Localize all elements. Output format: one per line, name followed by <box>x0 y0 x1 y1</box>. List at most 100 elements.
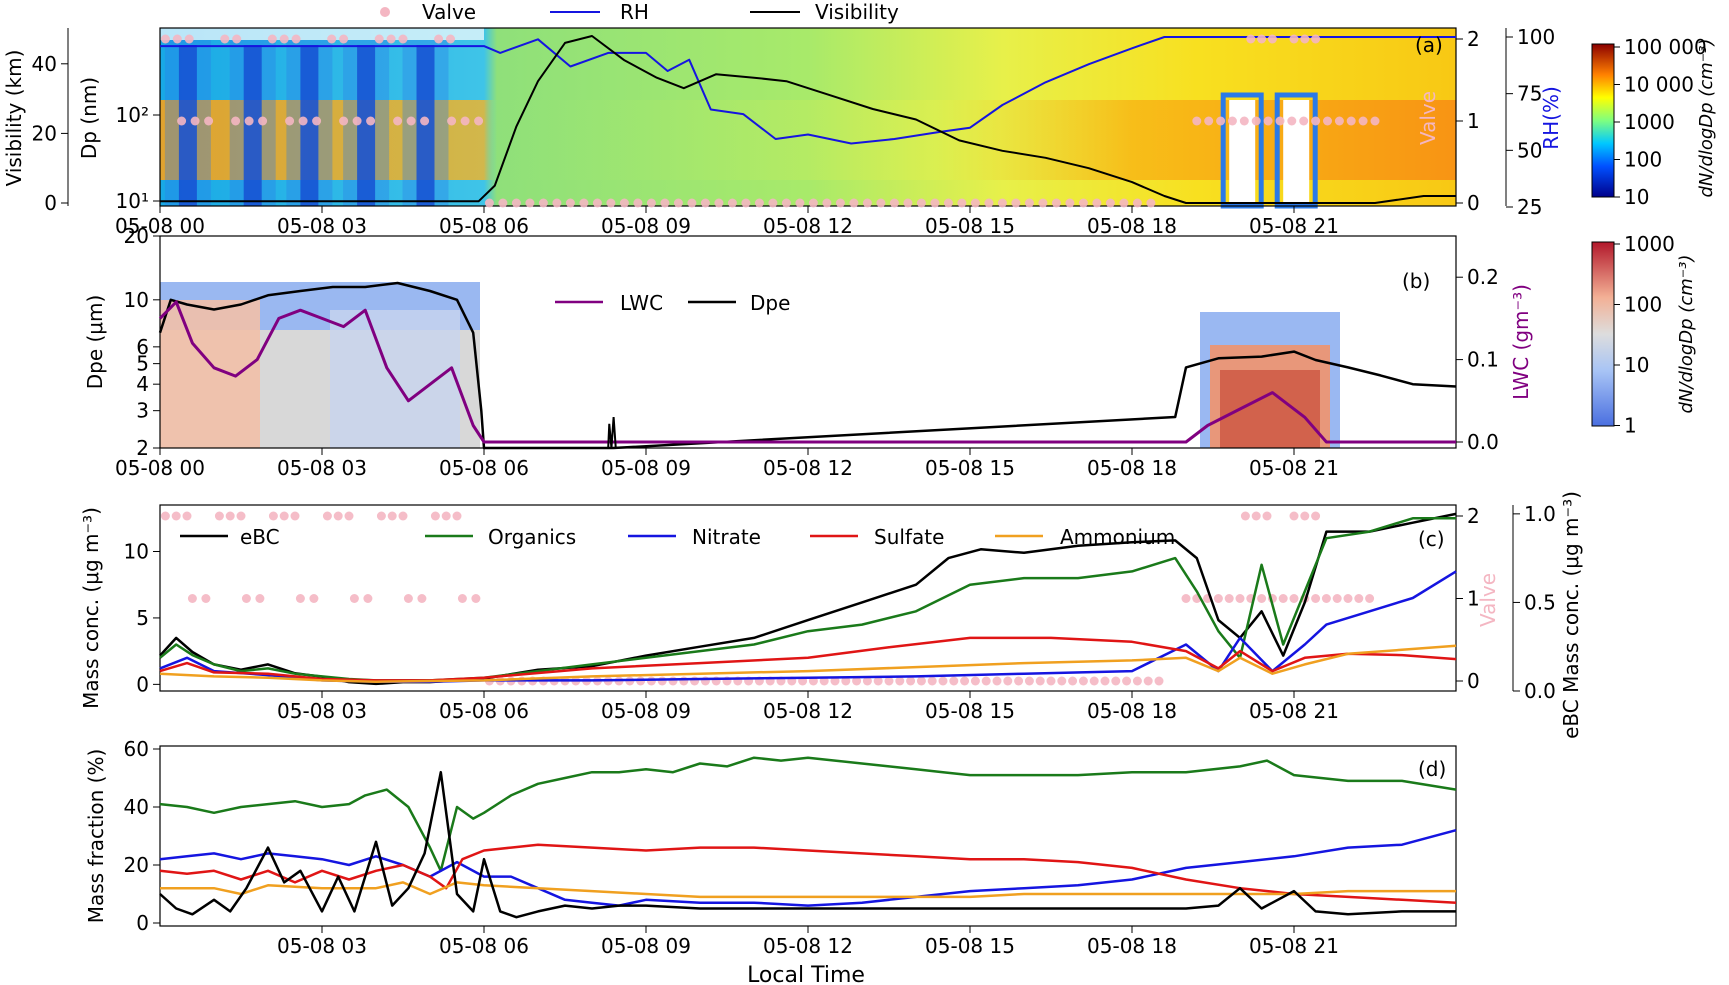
valve-dot <box>430 511 440 521</box>
colorbar-a <box>1591 43 1615 198</box>
y-tick-label: 50 <box>1517 138 1542 162</box>
x-tick-label: 05-08 09 <box>601 699 691 723</box>
x-tick-label: 05-08 12 <box>763 214 853 238</box>
valve-dot <box>386 34 396 44</box>
valve-dot <box>333 511 343 521</box>
valve-dot <box>225 511 235 521</box>
valve-dot <box>970 198 980 208</box>
colorbar-b <box>1591 241 1615 427</box>
valve-dot <box>795 198 805 208</box>
valve-dot <box>1111 676 1121 686</box>
lwc-line <box>158 300 1456 444</box>
valve-dot <box>727 198 737 208</box>
colorbar-tick-label: 100 <box>1624 293 1662 317</box>
ebc-axis-title: eBC Mass conc. (μg m⁻³) <box>1559 491 1583 739</box>
valve-dot <box>1014 676 1024 686</box>
valve-dot <box>349 594 359 603</box>
colorbar-b-ticks: 1000 100 10 1 <box>1614 232 1675 438</box>
x-tick-label: 05-08 21 <box>1249 934 1339 958</box>
series-organics-line <box>159 517 1456 682</box>
panel-b-axes: 2 3 456 10 20 0.0 0.1 0.2 05-08 00 05-08 03 05-08 … <box>115 224 1499 480</box>
x-tick-label: 05-08 15 <box>925 699 1015 723</box>
valve-dot <box>322 511 332 521</box>
y-tick-label: 0.2 <box>1467 265 1499 289</box>
valve-dot <box>1204 116 1214 126</box>
valve-dot <box>1105 198 1115 208</box>
x-tick-label: 05-08 06 <box>439 699 529 723</box>
valve-dot <box>182 511 192 521</box>
valve-dot <box>460 116 470 126</box>
valve-dot <box>232 34 242 44</box>
valve-dot <box>1035 676 1045 686</box>
valve-dot <box>1257 594 1267 603</box>
panel-a: 0 20 40 10¹ 10² 0 1 2 25 50 75 100 05-08 00 05-08 03 0… <box>2 0 1717 238</box>
x-tick-label: 05-08 09 <box>601 456 691 480</box>
valve-dot <box>160 34 170 44</box>
series-ammonium-line <box>159 644 1457 683</box>
valve-dot <box>579 198 589 208</box>
valve-dot <box>876 198 886 208</box>
valve-dot <box>474 116 484 126</box>
dpe-spike <box>607 416 617 449</box>
y-tick-label: 60 <box>124 737 149 761</box>
valve-dot <box>363 594 373 603</box>
valve-dot <box>244 116 254 126</box>
x-tick-label: 05-08 09 <box>601 934 691 958</box>
valve-dot <box>1275 116 1285 126</box>
valve-dot <box>679 676 689 686</box>
valve-dot <box>309 594 319 603</box>
y-tick-label: 2 <box>1467 27 1480 51</box>
valve-dot <box>291 34 301 44</box>
valve-dot <box>187 594 197 603</box>
valve-dot <box>255 594 265 603</box>
valve-dot <box>1354 594 1364 603</box>
valve-dot <box>258 116 268 126</box>
valve-dot <box>452 511 462 521</box>
x-tick-label: 05-08 18 <box>1087 214 1177 238</box>
valve-dot <box>1192 116 1202 126</box>
valve-dot <box>1132 198 1142 208</box>
valve-dot <box>172 34 182 44</box>
valve-dot <box>1216 116 1226 126</box>
fog-halo <box>286 40 333 206</box>
valve-dot <box>997 198 1007 208</box>
valve-dot <box>352 116 362 126</box>
valve-dot <box>889 198 899 208</box>
legend-dpe-label: Dpe <box>750 291 790 315</box>
colorbar-a-ticks: 100 000 10 000 1000 100 10 <box>1614 35 1707 209</box>
y-tick-label: 0.0 <box>1524 679 1556 703</box>
y-tick-label: 5 <box>136 606 149 630</box>
gap-column <box>1229 100 1256 206</box>
valve-dot <box>873 676 883 686</box>
valve-dot <box>1092 198 1102 208</box>
valve-dot <box>1078 676 1088 686</box>
valve-dot <box>471 594 481 603</box>
colorbar-tick-label: 10 000 <box>1624 73 1694 97</box>
heatmap-b-evening-core <box>1220 370 1320 448</box>
panel-b: 2 3 456 10 20 0.0 0.1 0.2 05-08 00 05-08 03 05-08 … <box>83 224 1697 480</box>
valve-dot <box>1370 116 1380 126</box>
valve-dot <box>927 676 937 686</box>
y-tick-label: 4 <box>136 372 149 396</box>
legend-ammonium-label: Ammonium <box>1060 525 1175 549</box>
valve-dot <box>1146 198 1156 208</box>
panel-b-curves <box>158 281 1457 450</box>
valve-dot <box>1132 676 1142 686</box>
valve-dot <box>1100 676 1110 686</box>
y-tick-label: 1.0 <box>1524 502 1556 526</box>
valve-dot <box>862 676 872 686</box>
valve-dot <box>903 198 913 208</box>
y-tick-label: 25 <box>1517 195 1542 219</box>
colorbar-tick-label: 10 <box>1624 185 1649 209</box>
y-tick-label: 0.5 <box>1524 590 1556 614</box>
valve-dot <box>406 116 416 126</box>
valve-dot <box>714 198 724 208</box>
y-tick-label: 0.0 <box>1467 430 1499 454</box>
fog-column <box>178 45 197 206</box>
panel-c-axes: 0 5 10 0 1 2 0.0 0.5 1.0 05-08 03 05-08 06 05-08 09… <box>124 502 1556 723</box>
valve-dot <box>1299 116 1309 126</box>
valve-dot <box>1143 676 1153 686</box>
valve-dot <box>1278 594 1288 603</box>
fog-halo <box>164 40 211 206</box>
y-tick-label: 40 <box>32 52 57 76</box>
